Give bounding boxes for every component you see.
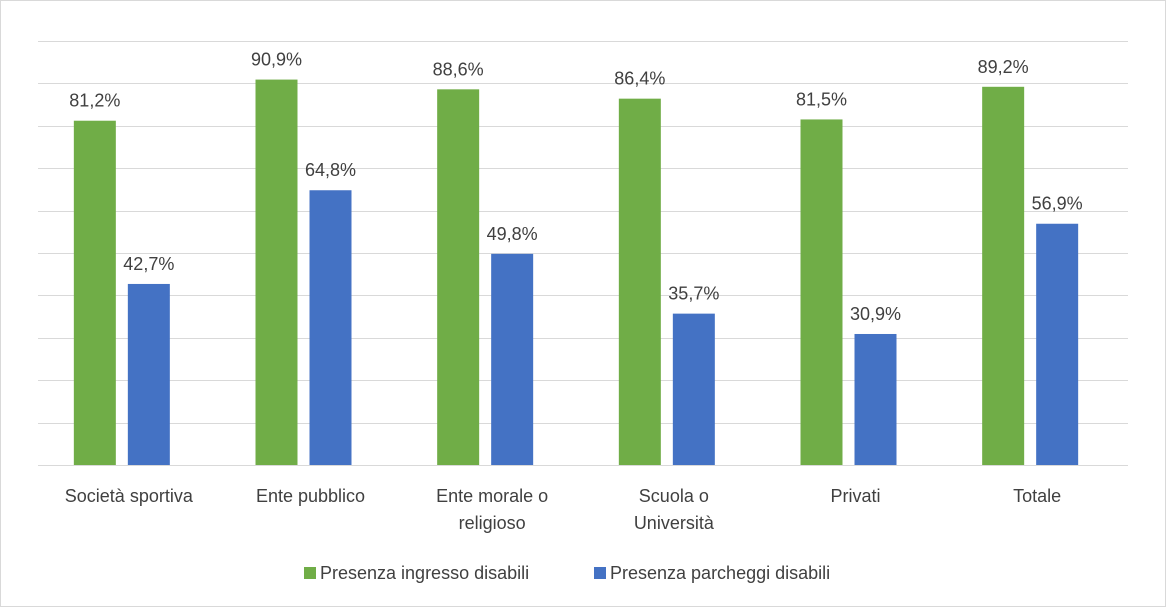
legend-swatch: [594, 567, 606, 579]
legend: Presenza ingresso disabili Presenza parch…: [304, 563, 830, 583]
category-label: Società sportiva: [65, 486, 194, 506]
bars: [73, 79, 1079, 466]
bar: [800, 119, 843, 465]
data-label: 35,7%: [668, 284, 719, 304]
legend-swatch: [304, 567, 316, 579]
bar: [309, 190, 352, 466]
data-label: 56,9%: [1032, 194, 1083, 214]
bar: [618, 98, 661, 465]
data-label: 49,8%: [487, 224, 538, 244]
bar: [127, 283, 170, 465]
category-label: Ente pubblico: [256, 486, 365, 506]
bar: [854, 333, 897, 465]
gridlines: [38, 41, 1128, 466]
bar: [437, 89, 480, 465]
bar: [1036, 223, 1079, 465]
legend-label: Presenza parcheggi disabili: [610, 563, 830, 583]
category-label: Scuola o Università: [634, 486, 715, 533]
bar: [73, 120, 116, 465]
data-label: 81,5%: [796, 89, 847, 109]
data-label: 90,9%: [251, 50, 302, 70]
data-label: 81,2%: [69, 91, 120, 111]
data-label: 30,9%: [850, 304, 901, 324]
bar: [982, 86, 1025, 466]
bar: [491, 253, 534, 465]
data-label: 88,6%: [433, 59, 484, 79]
bar: [672, 313, 715, 465]
data-label: 42,7%: [123, 254, 174, 274]
data-labels: 81,2% 90,9% 88,6% 86,4% 81,5% 89,2% 42,7% 64,8%…: [69, 50, 1082, 324]
category-label: Privati: [830, 486, 880, 506]
category-label: Ente morale o religioso: [436, 486, 548, 533]
data-label: 64,8%: [305, 160, 356, 180]
category-label: Totale: [1013, 486, 1061, 506]
data-label: 89,2%: [978, 57, 1029, 77]
bar: [255, 79, 298, 466]
legend-label: Presenza ingresso disabili: [320, 563, 529, 583]
data-label: 86,4%: [614, 69, 665, 89]
category-labels: Società sportiva Ente pubblico Ente morale…: [65, 486, 1061, 533]
